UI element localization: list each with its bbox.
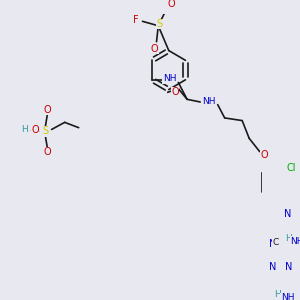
Text: NH: NH bbox=[163, 74, 176, 83]
Text: S: S bbox=[42, 126, 49, 136]
Text: O: O bbox=[31, 125, 39, 135]
Text: N: N bbox=[284, 208, 291, 219]
Text: N: N bbox=[285, 262, 292, 272]
Text: O: O bbox=[44, 148, 51, 158]
Text: NH: NH bbox=[281, 293, 294, 300]
Text: NH: NH bbox=[202, 97, 216, 106]
Text: F: F bbox=[133, 15, 138, 25]
Text: O: O bbox=[151, 44, 159, 54]
Text: O: O bbox=[171, 87, 179, 97]
Text: S: S bbox=[156, 19, 162, 29]
Text: H: H bbox=[285, 234, 292, 243]
Text: N: N bbox=[269, 239, 276, 249]
Text: O: O bbox=[168, 0, 175, 9]
Text: C: C bbox=[272, 238, 279, 247]
Text: N: N bbox=[269, 262, 276, 272]
Text: O: O bbox=[44, 105, 51, 115]
Text: O: O bbox=[260, 150, 268, 160]
Text: H: H bbox=[274, 290, 281, 299]
Text: Cl: Cl bbox=[286, 163, 296, 172]
Text: NH: NH bbox=[290, 237, 300, 246]
Text: H: H bbox=[21, 125, 28, 134]
